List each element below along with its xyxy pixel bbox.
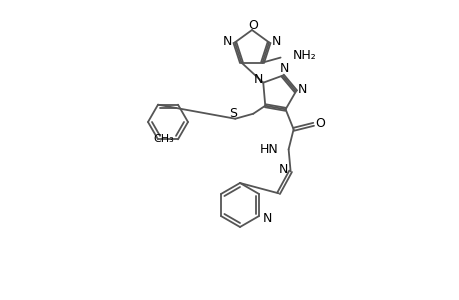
Text: N: N — [297, 83, 307, 96]
Text: N: N — [223, 35, 232, 48]
Text: N: N — [271, 35, 280, 48]
Text: O: O — [315, 117, 325, 130]
Text: HN: HN — [259, 143, 278, 156]
Text: N: N — [253, 73, 263, 86]
Text: S: S — [229, 107, 237, 120]
Text: N: N — [262, 212, 271, 224]
Text: N: N — [280, 62, 289, 75]
Text: N: N — [278, 163, 288, 176]
Text: CH₃: CH₃ — [153, 134, 174, 144]
Text: NH₂: NH₂ — [292, 49, 316, 62]
Text: O: O — [247, 19, 257, 32]
